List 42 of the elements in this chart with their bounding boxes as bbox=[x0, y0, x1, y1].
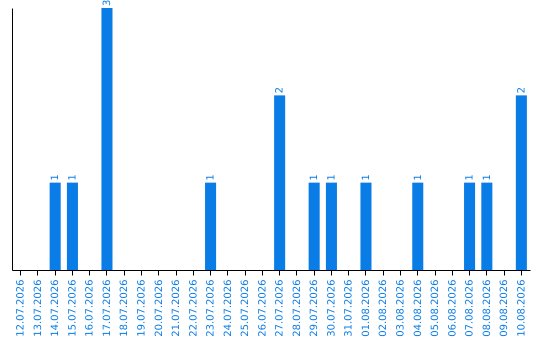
x-tick-label: 20.07.2026 bbox=[154, 280, 165, 337]
x-tick-label: 13.07.2026 bbox=[32, 280, 44, 337]
x-tick-label: 29.07.2026 bbox=[309, 280, 320, 337]
x-tick-label: 27.07.2026 bbox=[274, 280, 286, 337]
x-tick-label: 03.08.2026 bbox=[396, 280, 406, 337]
data-label: 1 bbox=[206, 174, 217, 181]
x-tick-label: 31.07.2026 bbox=[344, 280, 355, 337]
data-label: 1 bbox=[360, 174, 372, 181]
x-tick-label: 01.08.2026 bbox=[360, 280, 372, 337]
data-label: 1 bbox=[309, 174, 320, 181]
x-tick-label: 17.07.2026 bbox=[102, 280, 113, 337]
data-label: 1 bbox=[464, 174, 476, 181]
x-tick-label: 12.07.2026 bbox=[16, 280, 27, 337]
data-label: 1 bbox=[482, 174, 493, 181]
x-tick-label: 26.07.2026 bbox=[257, 280, 268, 337]
x-tick-label: 21.07.2026 bbox=[171, 280, 182, 337]
x-tick-label: 14.07.2026 bbox=[50, 280, 62, 337]
x-tick-label: 28.07.2026 bbox=[292, 280, 303, 337]
x-tick-label: 19.07.2026 bbox=[136, 280, 148, 337]
data-label: 2 bbox=[516, 86, 528, 94]
x-tick-label: 08.08.2026 bbox=[482, 280, 493, 337]
x-tick-label: 07.08.2026 bbox=[464, 280, 476, 337]
x-tick-label: 15.07.2026 bbox=[67, 280, 78, 337]
x-tick-label: 30.07.2026 bbox=[326, 280, 338, 337]
x-tick-label: 09.08.2026 bbox=[499, 280, 510, 337]
data-label: 1 bbox=[67, 174, 78, 181]
data-label: 3 bbox=[102, 0, 113, 6]
x-tick-label: 18.07.2026 bbox=[119, 280, 130, 337]
x-tick-label: 05.08.2026 bbox=[430, 280, 442, 337]
x-tick-label: 06.08.2026 bbox=[447, 280, 458, 337]
x-tick-label: 25.07.2026 bbox=[240, 280, 252, 337]
data-label: 1 bbox=[326, 174, 338, 181]
data-label: 2 bbox=[274, 86, 286, 94]
x-tick-label: 22.07.2026 bbox=[188, 280, 200, 337]
data-label: 1 bbox=[50, 174, 62, 181]
x-tick-label: 10.08.2026 bbox=[516, 280, 528, 337]
x-tick-label: 02.08.2026 bbox=[378, 280, 390, 337]
x-tick-label: 24.07.2026 bbox=[222, 280, 234, 337]
x-tick-label: 04.08.2026 bbox=[412, 280, 424, 337]
x-tick-label: 23.07.2026 bbox=[206, 280, 217, 337]
x-tick-label: 16.07.2026 bbox=[84, 280, 96, 337]
data-label: 1 bbox=[412, 174, 424, 181]
